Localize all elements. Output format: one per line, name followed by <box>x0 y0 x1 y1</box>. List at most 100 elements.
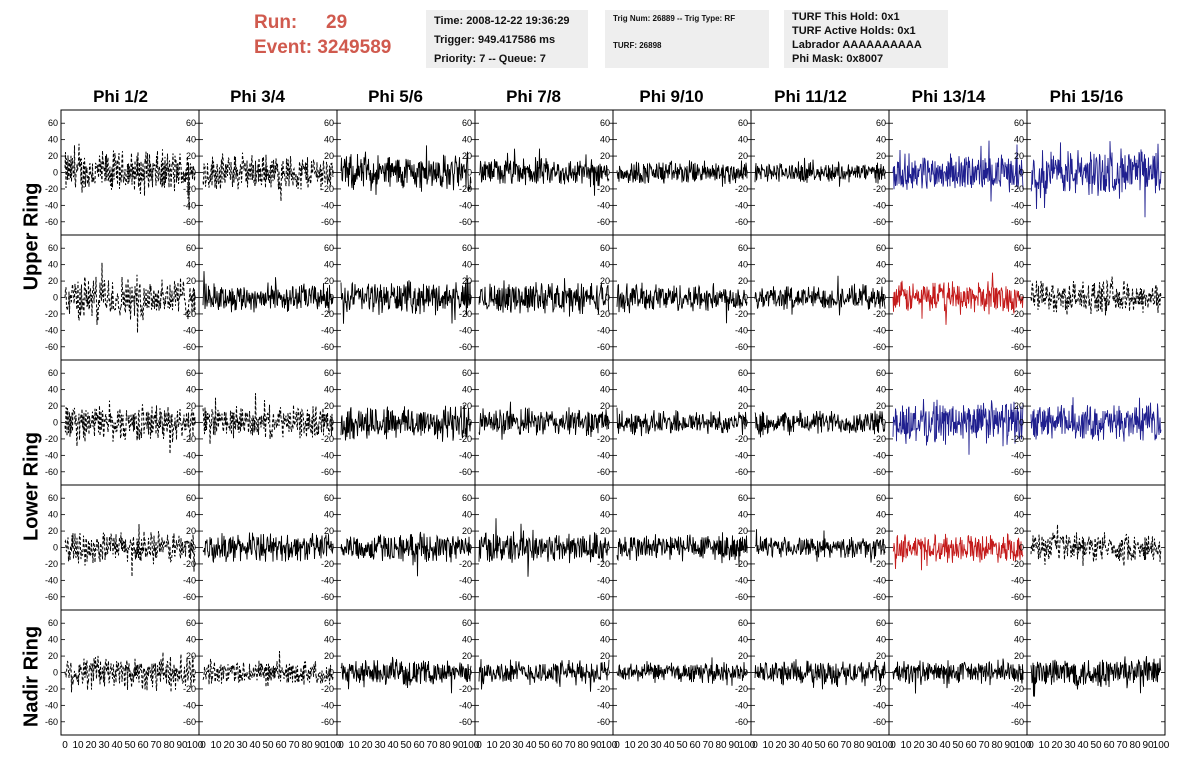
phi-mask-text: Phi Mask: 0x8007 <box>792 53 884 65</box>
y-tick-label: 60 <box>876 618 886 628</box>
y-tick-label: -60 <box>1011 467 1024 477</box>
x-tick-label: 70 <box>702 740 714 751</box>
x-tick-label: 100 <box>463 740 480 751</box>
x-tick-label: 100 <box>739 740 756 751</box>
y-tick-label: -40 <box>321 450 334 460</box>
x-tick-label: 10 <box>348 740 360 751</box>
x-tick-label: 40 <box>801 740 813 751</box>
y-tick-label: -20 <box>183 309 196 319</box>
y-tick-label: 40 <box>186 510 196 520</box>
x-tick-label: 0 <box>614 740 620 751</box>
y-tick-label: -20 <box>459 434 472 444</box>
y-tick-label: 20 <box>462 401 472 411</box>
waveform-panel-r1-c6: 60 40 20 0 -20 -40 -60 <box>735 109 890 236</box>
y-tick-label: -60 <box>183 467 196 477</box>
y-tick-label: 20 <box>186 526 196 536</box>
y-tick-label: -60 <box>459 217 472 227</box>
waveform-panel-r2-c6: 60 40 20 0 -20 -40 -60 <box>735 234 890 361</box>
y-tick-label: -20 <box>459 309 472 319</box>
y-tick-label: -40 <box>183 200 196 210</box>
y-tick-label: 40 <box>876 510 886 520</box>
x-tick-label: 10 <box>762 740 774 751</box>
y-tick-label: 40 <box>1014 510 1024 520</box>
x-tick-label: 90 <box>590 740 602 751</box>
y-tick-label: -40 <box>183 700 196 710</box>
y-tick-label: -40 <box>873 200 886 210</box>
y-tick-label: 60 <box>738 368 748 378</box>
labrador-text: Labrador AAAAAAAAAA <box>792 39 922 51</box>
y-tick-label: 60 <box>600 618 610 628</box>
y-tick-label: -20 <box>1011 309 1024 319</box>
x-tick-label: 0 <box>752 740 758 751</box>
y-tick-label: 20 <box>48 651 58 661</box>
waveform-panel-r4-c1: 60 40 20 0 -20 -40 -60 <box>45 484 200 611</box>
x-tick-label: 90 <box>1004 740 1016 751</box>
waveform-panel-r3-c2: 60 40 20 0 -20 -40 -60 <box>183 359 338 486</box>
waveform-panel-r2-c2: 60 40 20 0 -20 -40 -60 <box>183 234 338 361</box>
y-tick-label: -20 <box>873 184 886 194</box>
x-tick-label: 60 <box>413 740 425 751</box>
y-tick-label: -40 <box>735 200 748 210</box>
y-tick-label: -20 <box>597 684 610 694</box>
y-tick-label: -40 <box>597 575 610 585</box>
y-tick-label: -60 <box>873 467 886 477</box>
y-tick-label: 20 <box>48 276 58 286</box>
y-tick-label: 0 <box>329 168 334 178</box>
waveform-panel-r1-c5: 60 40 20 0 -20 -40 -60 <box>597 109 752 236</box>
y-tick-label: -60 <box>183 717 196 727</box>
y-tick-label: 20 <box>1014 526 1024 536</box>
y-tick-label: 0 <box>881 543 886 553</box>
x-tick-label: 50 <box>952 740 964 751</box>
y-tick-label: -20 <box>45 684 58 694</box>
y-tick-label: 40 <box>48 385 58 395</box>
x-tick-label: 100 <box>877 740 894 751</box>
y-tick-label: 40 <box>324 510 334 520</box>
waveform-panel-r2-c1: 60 40 20 0 -20 -40 -60 <box>45 234 200 361</box>
y-tick-label: -60 <box>735 217 748 227</box>
x-tick-label: 50 <box>814 740 826 751</box>
waveform-panel-r1-c4: 60 40 20 0 -20 -40 -60 <box>459 109 614 236</box>
y-tick-label: -60 <box>597 342 610 352</box>
y-tick-label: 0 <box>605 293 610 303</box>
waveform-panel-r5-c5: 60 40 20 0 -20 -40 -60 <box>597 609 752 736</box>
x-tick-label: 40 <box>663 740 675 751</box>
x-tick-label: 80 <box>991 740 1003 751</box>
y-tick-label: 0 <box>1019 168 1024 178</box>
waveform-panel-r1-c7: 60 40 20 0 -20 -40 -60 <box>873 109 1028 236</box>
y-tick-label: 0 <box>881 668 886 678</box>
y-tick-label: 20 <box>738 526 748 536</box>
x-tick-label: 20 <box>361 740 373 751</box>
y-tick-label: 0 <box>329 293 334 303</box>
y-tick-label: 60 <box>48 118 58 128</box>
x-tick-label: 0 <box>1028 740 1034 751</box>
y-tick-label: -60 <box>735 592 748 602</box>
x-tick-label: 20 <box>85 740 97 751</box>
y-tick-label: 0 <box>881 293 886 303</box>
x-tick-label: 60 <box>1103 740 1115 751</box>
y-tick-label: 0 <box>53 418 58 428</box>
y-tick-label: -40 <box>459 575 472 585</box>
y-tick-label: 20 <box>1014 401 1024 411</box>
y-tick-label: 20 <box>186 276 196 286</box>
y-tick-label: 40 <box>600 260 610 270</box>
x-tick-label: 70 <box>288 740 300 751</box>
y-tick-label: 40 <box>1014 385 1024 395</box>
y-tick-label: -40 <box>735 325 748 335</box>
y-tick-label: 20 <box>600 151 610 161</box>
y-tick-label: 20 <box>1014 651 1024 661</box>
waveform-panel-r5-c3: 60 40 20 0 -20 -40 -60 <box>321 609 476 736</box>
x-tick-label: 10 <box>1038 740 1050 751</box>
y-tick-label: 20 <box>738 151 748 161</box>
column-header-phi-11-12: Phi 11/12 <box>774 87 847 106</box>
y-tick-label: 60 <box>876 118 886 128</box>
waveform-panel-r4-c3: 60 40 20 0 -20 -40 -60 <box>321 484 476 611</box>
x-tick-label: 70 <box>564 740 576 751</box>
y-tick-label: -40 <box>1011 700 1024 710</box>
y-tick-label: -40 <box>45 325 58 335</box>
waveform-panel-r4-c6: 60 40 20 0 -20 -40 -60 <box>735 484 890 611</box>
y-tick-label: -20 <box>45 559 58 569</box>
y-tick-label: 60 <box>186 493 196 503</box>
y-tick-label: 20 <box>48 401 58 411</box>
x-tick-label: 80 <box>715 740 727 751</box>
